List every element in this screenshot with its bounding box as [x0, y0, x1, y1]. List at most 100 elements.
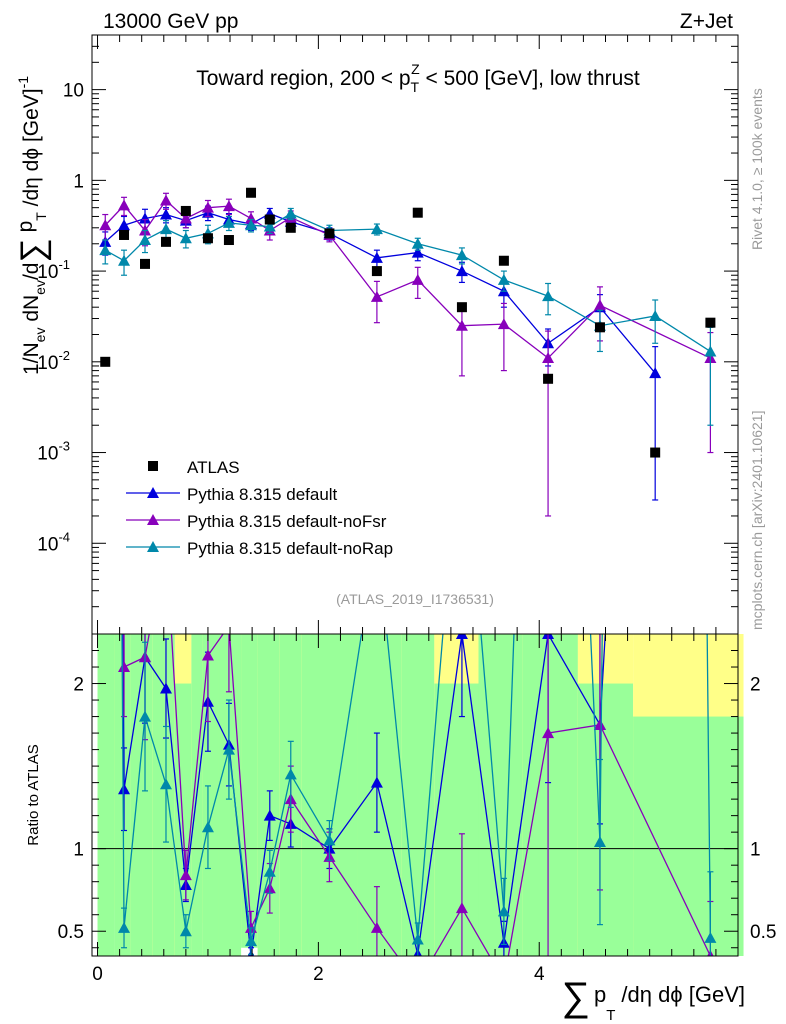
data-point	[497, 318, 510, 330]
legend-label: Pythia 8.315 default-noFsr	[187, 512, 387, 531]
data-point	[179, 212, 192, 224]
atlas-point	[202, 233, 213, 244]
ylabel-part-ev2: ev	[32, 280, 48, 295]
green-band-bin	[401, 634, 435, 956]
ylabel-part-e: /dη dϕ [GeV]	[20, 88, 43, 212]
ratio-point	[159, 682, 172, 694]
ratio-point	[593, 836, 606, 848]
ratio-axis-label: Ratio to ATLAS	[25, 744, 42, 845]
data-point	[542, 290, 555, 302]
atlas-point	[456, 302, 467, 313]
title-part-pre: Toward region, 200 < p	[196, 67, 410, 90]
atlas-point	[246, 187, 257, 198]
green-band-bin	[434, 683, 479, 956]
y-tick-label: 10-1	[37, 257, 70, 283]
data-point	[159, 223, 172, 235]
y-tick-base: 10	[37, 353, 58, 374]
data-point	[649, 309, 662, 321]
atlas-point	[264, 214, 275, 225]
ylabel-part-sum: ∑	[14, 238, 52, 262]
legend-marker	[147, 541, 159, 552]
y-tick-base: 10	[37, 534, 58, 555]
ylabel-part-t: T	[33, 212, 49, 221]
ratio-line	[123, 634, 711, 956]
data-point	[455, 265, 468, 277]
ratio-point	[455, 634, 468, 639]
ratio-tick-label: 2	[73, 675, 84, 696]
mcplots-label: mcplots.cern.ch [arXiv:2401.10621]	[749, 411, 765, 630]
ratio-point	[411, 933, 424, 945]
ratio-tick-label-right: 1	[750, 840, 761, 861]
ylabel-part-c: /d	[20, 263, 43, 281]
ylabel-part-b: dN	[20, 295, 43, 328]
series-main-panel	[99, 205, 662, 501]
data-point	[159, 194, 172, 206]
ratio-point	[593, 718, 606, 730]
data-point	[245, 219, 258, 231]
atlas-point	[324, 228, 335, 239]
data-point	[118, 219, 131, 231]
xlabel-part-sub: T	[606, 1007, 615, 1024]
data-point	[139, 212, 152, 224]
ratio-point	[245, 935, 258, 947]
series-atlas	[100, 187, 716, 458]
data-point	[542, 352, 555, 364]
atlas-point	[223, 235, 234, 246]
ratio-point	[455, 902, 468, 914]
legend-label: Pythia 8.315 default	[187, 485, 338, 504]
x-axis-label: ∑ pT/dη dϕ [GeV]	[561, 975, 745, 1024]
data-point	[411, 273, 424, 285]
ylabel-part-d: p	[14, 221, 37, 239]
green-band-bin	[301, 634, 358, 956]
series-layer	[99, 187, 717, 956]
xlabel-part-sum: ∑	[561, 975, 590, 1019]
ratio-point	[139, 710, 152, 722]
ratio-point	[284, 768, 297, 780]
data-point	[370, 290, 383, 302]
ratio-line	[122, 634, 606, 956]
ratio-point	[497, 905, 510, 917]
ratio-tick-label-right: 2	[750, 675, 761, 696]
atlas-point	[140, 258, 151, 269]
data-point	[649, 367, 662, 379]
data-point	[593, 299, 606, 311]
y-tick-exponent: -2	[58, 348, 70, 363]
data-point	[201, 201, 214, 213]
data-point	[263, 220, 276, 232]
ratio-point	[118, 783, 131, 795]
data-point	[497, 273, 510, 285]
ratio-uncertainty-band	[97, 634, 744, 956]
energy-label: 13000 GeV pp	[103, 10, 238, 33]
ratio-tick-label-right: 0.5	[750, 922, 776, 943]
data-point	[411, 237, 424, 249]
analysis-label: (ATLAS_2019_I1736531)	[336, 591, 494, 607]
y-tick-label: 10-2	[37, 348, 70, 374]
green-band-bin	[522, 634, 578, 956]
data-point	[704, 345, 717, 357]
ratio-tick-label: 0.5	[58, 922, 84, 943]
y-tick-base: 10	[37, 262, 58, 283]
ratio-point	[370, 776, 383, 788]
xlabel-part-p: p	[594, 982, 606, 1007]
ratio-point	[118, 661, 131, 673]
legend-label: Pythia 8.315 default-noRap	[187, 539, 393, 558]
ratio-frame	[91, 633, 739, 957]
atlas-point	[371, 266, 382, 277]
data-point	[370, 223, 383, 235]
ratio-point	[201, 821, 214, 833]
green-band-bin	[577, 683, 634, 956]
atlas-point	[285, 222, 296, 233]
data-point	[222, 216, 235, 228]
atlas-point	[650, 447, 661, 458]
ylabel-part-ev1: ev	[32, 328, 48, 343]
legend-atlas-marker	[148, 461, 158, 471]
ratio-point	[704, 931, 717, 943]
series-ratio-panel	[118, 634, 717, 956]
y-tick-label: 1	[73, 171, 84, 192]
ratio-point	[370, 921, 383, 933]
ratio-point	[159, 778, 172, 790]
atlas-point	[594, 322, 605, 333]
legend-marker	[147, 514, 159, 525]
